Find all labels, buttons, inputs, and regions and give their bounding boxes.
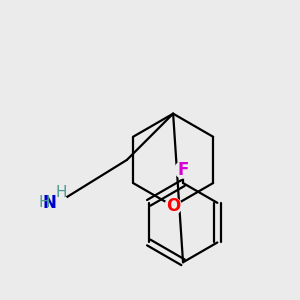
Text: O: O <box>166 197 180 215</box>
Text: F: F <box>177 161 189 179</box>
Circle shape <box>175 162 191 178</box>
Text: H: H <box>55 185 67 200</box>
Text: N: N <box>43 194 57 212</box>
Text: H: H <box>39 195 50 210</box>
Circle shape <box>48 193 68 213</box>
Circle shape <box>165 198 181 214</box>
